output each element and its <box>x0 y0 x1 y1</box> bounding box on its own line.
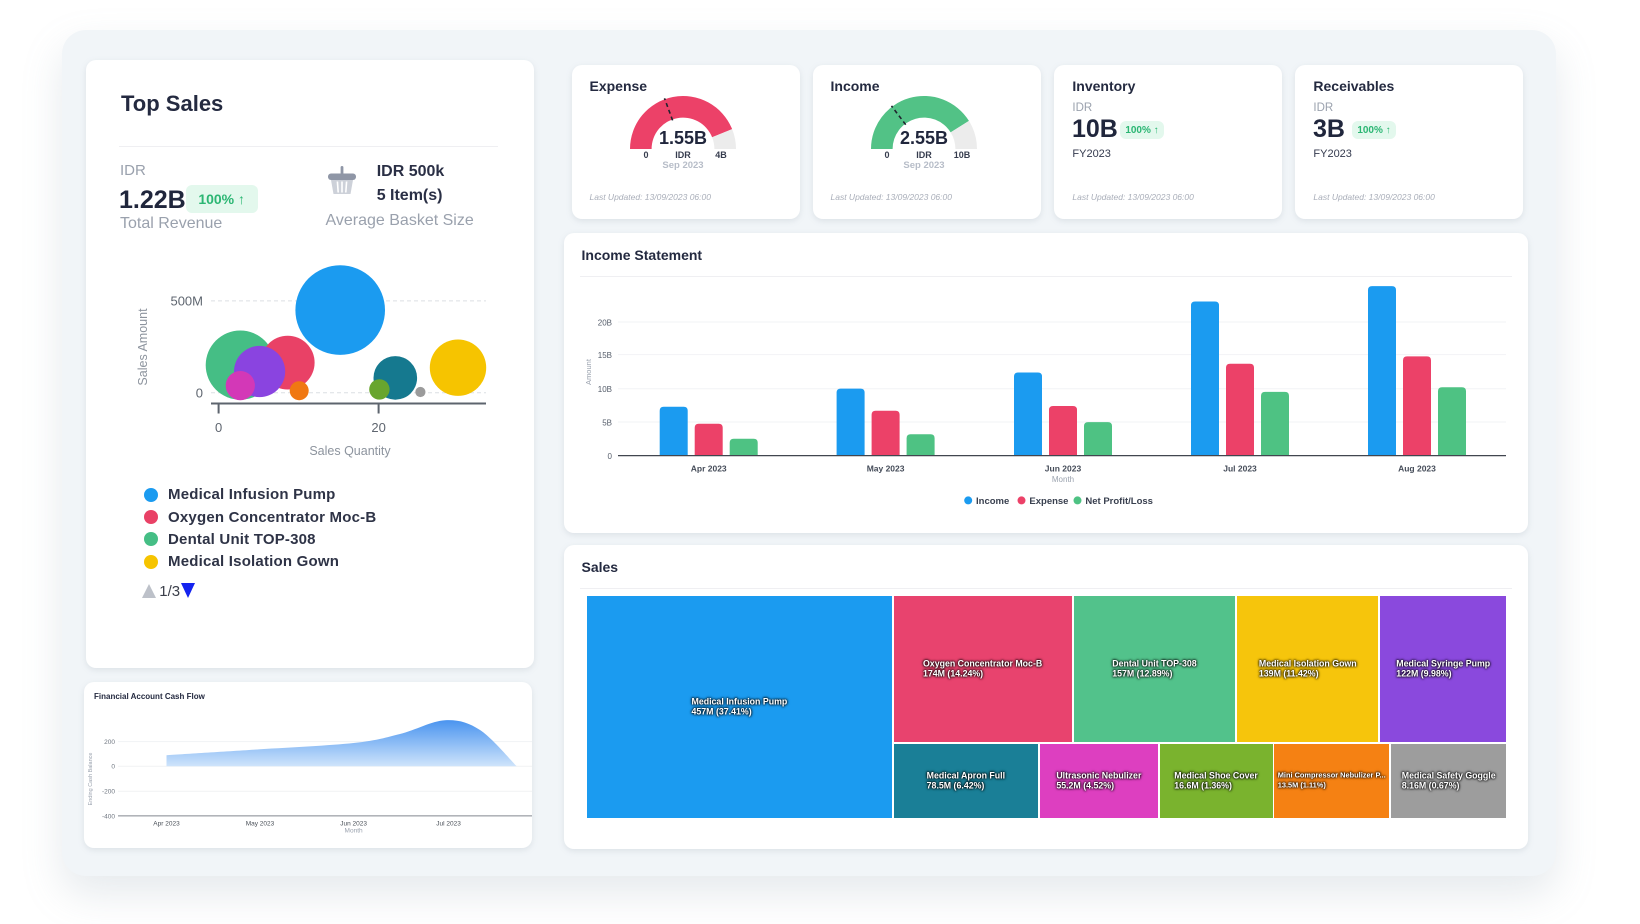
svg-text:0: 0 <box>196 386 203 401</box>
svg-text:Month: Month <box>1052 475 1074 484</box>
svg-text:0: 0 <box>608 452 613 461</box>
svg-text:May 2023: May 2023 <box>867 464 905 474</box>
svg-text:Month: Month <box>345 828 363 835</box>
svg-text:IDR: IDR <box>916 150 932 160</box>
svg-text:0: 0 <box>111 764 115 771</box>
svg-text:0: 0 <box>884 150 889 160</box>
svg-text:1.55B: 1.55B <box>659 128 707 148</box>
svg-text:5B: 5B <box>602 419 612 428</box>
svg-text:Amount: Amount <box>584 358 593 385</box>
svg-text:10B: 10B <box>954 150 971 160</box>
svg-text:Expense: Expense <box>1029 496 1068 507</box>
svg-text:Ending Cash Balance: Ending Cash Balance <box>88 753 94 806</box>
svg-text:Sep 2023: Sep 2023 <box>903 160 944 171</box>
svg-text:20B: 20B <box>598 319 612 328</box>
svg-text:500M: 500M <box>170 294 203 309</box>
svg-text:20: 20 <box>371 420 385 435</box>
svg-text:4B: 4B <box>715 150 727 160</box>
svg-text:Net Profit/Loss: Net Profit/Loss <box>1085 496 1153 507</box>
svg-text:0: 0 <box>643 150 648 160</box>
svg-text:-400: -400 <box>102 813 115 820</box>
svg-text:Sales Quantity: Sales Quantity <box>309 444 391 458</box>
svg-text:IDR: IDR <box>675 150 691 160</box>
svg-text:Sep 2023: Sep 2023 <box>662 160 703 171</box>
svg-text:May 2023: May 2023 <box>246 821 275 828</box>
svg-text:-200: -200 <box>102 789 115 796</box>
svg-text:Jul 2023: Jul 2023 <box>436 821 461 828</box>
svg-text:Apr 2023: Apr 2023 <box>691 464 727 474</box>
svg-text:0: 0 <box>215 420 222 435</box>
svg-text:Income: Income <box>976 496 1009 507</box>
svg-text:15B: 15B <box>598 351 612 360</box>
svg-text:10B: 10B <box>598 385 612 394</box>
svg-text:Aug 2023: Aug 2023 <box>1398 464 1436 474</box>
svg-text:Jun 2023: Jun 2023 <box>340 821 367 828</box>
svg-text:Jun 2023: Jun 2023 <box>1045 464 1082 474</box>
svg-text:Apr 2023: Apr 2023 <box>153 821 180 828</box>
svg-text:Sales Amount: Sales Amount <box>136 308 150 386</box>
svg-text:Jul 2023: Jul 2023 <box>1223 464 1257 474</box>
svg-text:200: 200 <box>104 739 115 746</box>
svg-text:2.55B: 2.55B <box>900 128 948 148</box>
